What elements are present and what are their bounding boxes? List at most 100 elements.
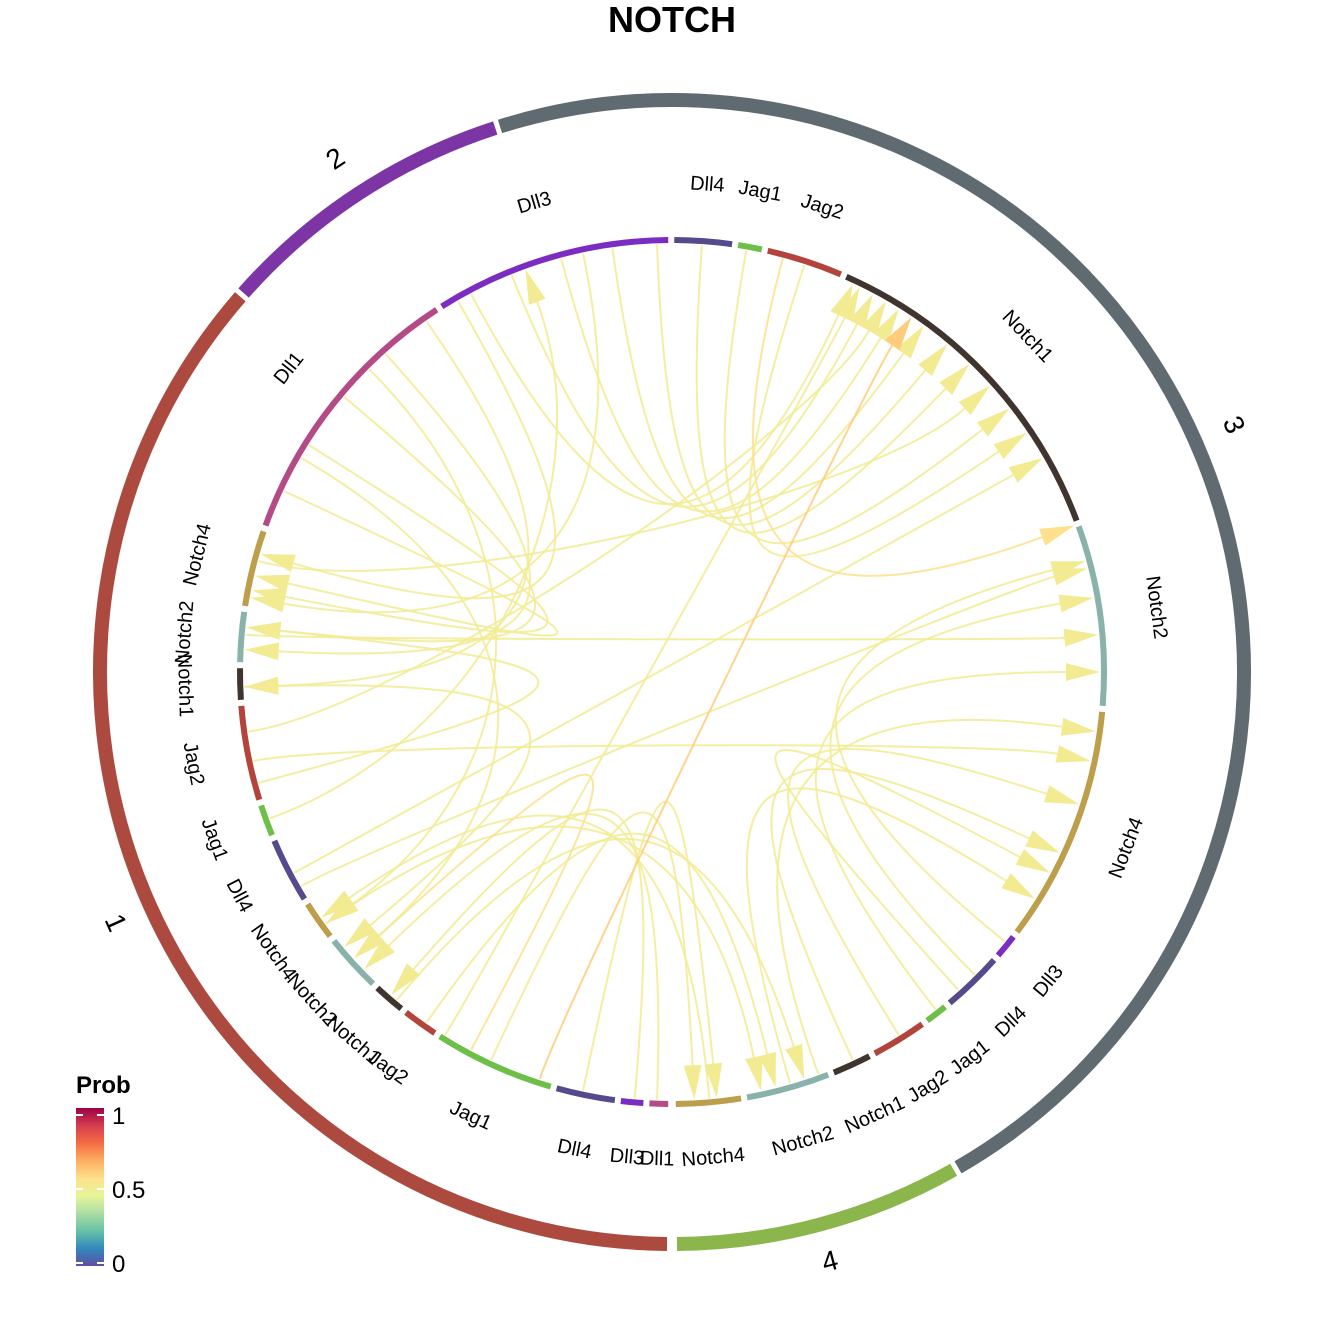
chord-arrowhead <box>1055 745 1091 763</box>
chord-link <box>611 248 905 520</box>
group-labels: 1 2 3 4 <box>99 141 1252 1278</box>
chord-arrowhead <box>976 408 1010 437</box>
chord-link <box>412 808 645 1099</box>
chord-arrowhead <box>918 344 948 376</box>
sector-label-dll3: Dll3 <box>515 188 554 219</box>
chord-link <box>656 244 927 526</box>
chord-link <box>748 264 1000 558</box>
sector-label-notch2: Notch2 <box>171 600 198 665</box>
chord-link <box>695 244 947 534</box>
sector-label-jag1: Jag1 <box>737 177 784 206</box>
sector-label-notch1: Notch1 <box>173 654 197 718</box>
sector-label-dll4: Dll4 <box>222 876 257 917</box>
sector-arc-dll3 <box>620 1097 644 1107</box>
chord-arrowhead <box>758 1052 776 1088</box>
chord-arrowhead <box>1060 718 1096 736</box>
chord-link <box>776 719 1063 1075</box>
chord-link <box>300 575 1055 887</box>
sector-ring <box>237 237 1108 1107</box>
chord-arrowhead <box>873 309 899 343</box>
chord-links <box>244 244 1067 1100</box>
sector-label-jag2: Jag2 <box>179 740 209 787</box>
group-arc-2 <box>238 121 498 298</box>
chord-link <box>300 457 500 937</box>
chord-arrowheads <box>244 269 1100 1100</box>
chord-link <box>444 317 846 1036</box>
chord-link <box>293 300 557 600</box>
legend-colorbar <box>76 1108 104 1266</box>
chord-arrowhead <box>1065 663 1100 681</box>
sector-label-notch2: Notch2 <box>282 969 341 1031</box>
chord-arrowhead <box>255 574 291 593</box>
sector-label-notch1: Notch1 <box>841 1092 908 1138</box>
chord-arrowhead <box>1058 594 1094 613</box>
group-label-2: 2 <box>320 141 350 175</box>
sector-arc-jag2 <box>767 247 842 278</box>
chord-link <box>538 344 894 1080</box>
chord-link <box>387 812 660 1100</box>
chord-link <box>582 800 715 1091</box>
sector-arc-notch4 <box>305 902 333 939</box>
legend-title: Prob <box>76 1072 131 1099</box>
chord-link <box>352 368 498 905</box>
chord-arrowhead <box>939 364 970 395</box>
sector-arc-jag1 <box>925 1004 947 1024</box>
sector-arc-jag1 <box>258 804 275 837</box>
sector-label-jag1: Jag1 <box>946 1036 994 1080</box>
chord-arrowhead <box>1043 785 1080 805</box>
sector-arc-jag2 <box>404 1010 437 1036</box>
legend-tick-0: 0 <box>112 1251 125 1278</box>
chord-link <box>280 396 536 643</box>
chord-link <box>278 353 532 655</box>
sector-arc-notch4 <box>242 530 267 607</box>
legend-tick-0-5: 0.5 <box>112 1177 145 1204</box>
chord-arrowhead <box>325 896 359 924</box>
chord-link <box>770 768 1030 1061</box>
sector-arc-notch1 <box>237 668 244 701</box>
sector-arc-jag2 <box>873 1021 924 1057</box>
sector-arc-notch1 <box>375 985 404 1012</box>
chord-link <box>787 748 1048 1036</box>
chord-arrowhead <box>321 890 355 918</box>
chart-title: NOTCH <box>608 0 736 40</box>
sector-label-jag1: Jag1 <box>446 1097 495 1135</box>
chord-link <box>253 744 1058 762</box>
chord-link <box>490 811 694 1066</box>
sector-label-dll3: Dll3 <box>1029 961 1068 1002</box>
chord-link <box>560 258 882 513</box>
sector-arc-notch2 <box>1075 525 1108 707</box>
chord-link <box>293 474 1014 874</box>
chord-link <box>510 274 858 508</box>
chord-arrowhead <box>364 939 395 970</box>
chord-link <box>258 407 966 572</box>
sector-arc-notch1 <box>845 273 1080 522</box>
chord-arrowhead <box>745 1055 763 1091</box>
chord-arrowhead <box>1063 628 1099 647</box>
sector-label-notch4: Notch4 <box>179 521 216 588</box>
prob-legend: Prob 1 0.5 0 <box>76 1072 145 1278</box>
chord-arrowhead <box>1008 458 1043 483</box>
sector-label-jag1: Jag1 <box>197 815 233 863</box>
chord-arrowhead <box>391 963 421 995</box>
sector-arc-dll1 <box>262 307 439 527</box>
sector-label-dll4: Dll4 <box>689 172 725 196</box>
sector-label-notch4: Notch4 <box>1105 814 1148 881</box>
sector-label-dll4: Dll4 <box>991 1002 1031 1042</box>
sector-arc-dll4 <box>947 957 997 1006</box>
chord-arrowhead <box>958 385 991 416</box>
chord-arrowhead <box>836 287 860 322</box>
chord-link <box>470 293 840 506</box>
sector-arc-dll3 <box>440 237 669 309</box>
chord-arrowhead <box>260 554 296 572</box>
sector-arc-jag1 <box>438 1033 552 1090</box>
sector-arc-dll4 <box>674 237 733 248</box>
sector-arc-dll4 <box>271 839 308 901</box>
group-arc-3 <box>497 93 1252 1174</box>
chord-link <box>723 250 984 545</box>
group-label-4: 4 <box>818 1244 841 1278</box>
chord-arrowhead <box>1052 568 1088 586</box>
sector-arc-jag2 <box>238 705 263 801</box>
group-arc-1 <box>93 292 668 1251</box>
chord-link <box>396 838 795 1048</box>
